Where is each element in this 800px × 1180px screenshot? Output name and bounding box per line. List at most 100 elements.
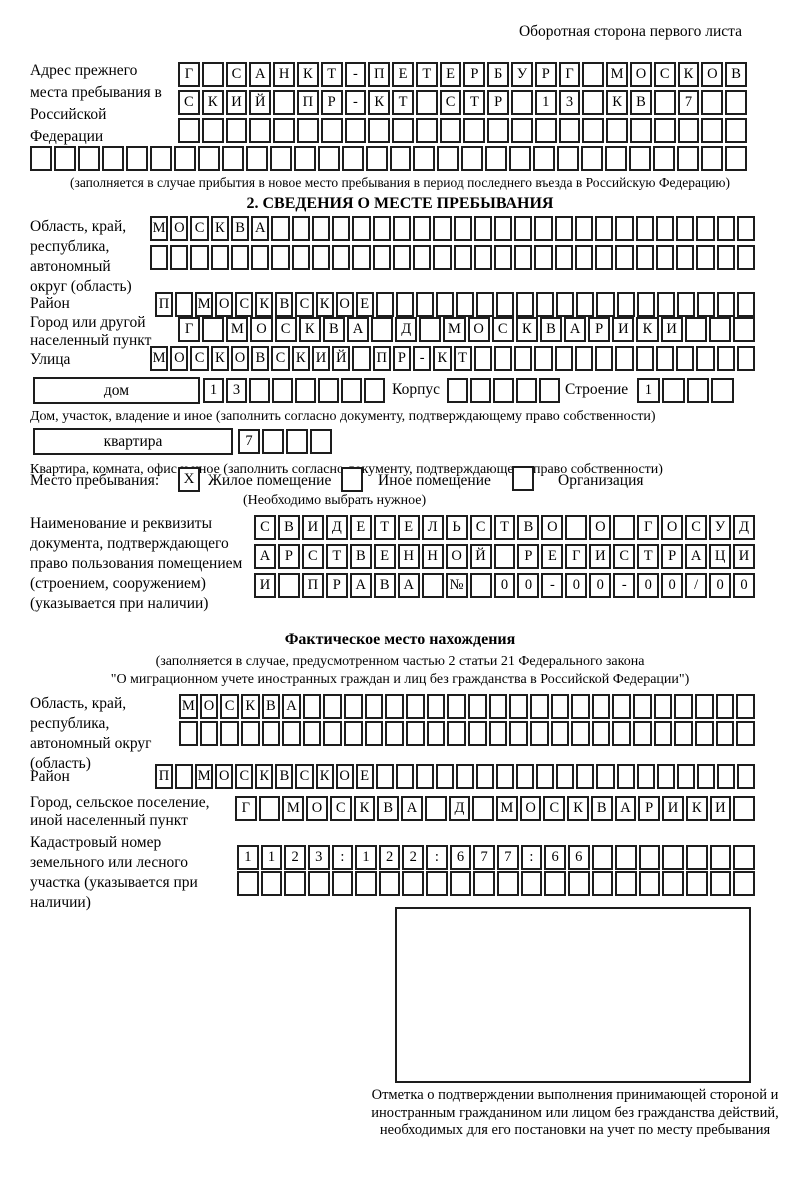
char-box[interactable] [406, 721, 425, 746]
char-box[interactable]: 6 [544, 845, 566, 870]
char-box[interactable] [488, 721, 508, 746]
char-box[interactable] [684, 317, 707, 342]
char-box[interactable] [536, 292, 555, 317]
char-box[interactable] [676, 245, 695, 270]
char-box[interactable]: В [517, 515, 540, 540]
char-box[interactable] [385, 721, 405, 746]
char-box[interactable]: П [296, 90, 319, 115]
char-box[interactable]: Й [332, 346, 351, 371]
char-box[interactable] [736, 216, 755, 241]
char-box[interactable]: А [282, 694, 301, 719]
char-box[interactable]: И [709, 796, 732, 821]
char-box[interactable] [633, 721, 652, 746]
char-box[interactable] [695, 694, 714, 719]
char-box[interactable] [240, 721, 260, 746]
char-box[interactable]: С [543, 796, 566, 821]
char-box[interactable] [302, 721, 322, 746]
char-box[interactable] [596, 292, 615, 317]
char-box[interactable]: М [179, 694, 198, 719]
char-box[interactable] [344, 721, 363, 746]
char-box[interactable]: Р [534, 62, 557, 87]
char-box[interactable]: 0 [637, 573, 660, 598]
char-box[interactable] [536, 764, 555, 789]
char-box[interactable] [615, 845, 637, 870]
char-box[interactable]: С [295, 764, 314, 789]
char-box[interactable] [344, 694, 363, 719]
char-box[interactable] [341, 378, 362, 403]
char-box[interactable] [415, 764, 434, 789]
char-box[interactable]: 3 [558, 90, 581, 115]
char-box[interactable]: 3 [226, 378, 247, 403]
char-box[interactable] [260, 871, 283, 896]
char-box[interactable] [406, 694, 425, 719]
char-box[interactable] [311, 245, 331, 270]
char-box[interactable]: О [306, 796, 328, 821]
char-box[interactable]: 0 [493, 573, 516, 598]
char-box[interactable]: - [613, 573, 636, 598]
char-box[interactable] [415, 90, 438, 115]
char-box[interactable] [389, 146, 412, 171]
char-box[interactable]: 7 [497, 845, 519, 870]
char-box[interactable] [554, 346, 573, 371]
char-box[interactable] [364, 694, 384, 719]
char-box[interactable] [696, 764, 715, 789]
char-box[interactable] [395, 292, 414, 317]
char-box[interactable] [708, 317, 731, 342]
char-box[interactable]: 2 [378, 845, 401, 870]
char-box[interactable]: 7 [677, 90, 700, 115]
char-box[interactable]: 2 [402, 845, 425, 870]
char-box[interactable]: 2 [284, 845, 306, 870]
char-box[interactable] [701, 118, 724, 143]
char-box[interactable]: - [413, 346, 432, 371]
char-box[interactable] [472, 796, 494, 821]
char-box[interactable] [323, 721, 343, 746]
char-box[interactable] [635, 346, 654, 371]
char-box[interactable]: 6 [567, 845, 590, 870]
char-box[interactable] [392, 118, 414, 143]
char-box[interactable] [695, 721, 714, 746]
char-box[interactable] [557, 146, 580, 171]
char-box[interactable] [372, 216, 391, 241]
char-box[interactable]: В [275, 292, 294, 317]
char-box[interactable] [509, 694, 528, 719]
char-box[interactable] [310, 429, 332, 454]
char-box[interactable] [365, 146, 388, 171]
char-box[interactable]: П [155, 292, 174, 317]
char-box[interactable] [413, 216, 432, 241]
char-box[interactable] [595, 245, 614, 270]
char-box[interactable]: Е [355, 292, 374, 317]
char-box[interactable] [725, 146, 747, 171]
char-box[interactable] [332, 216, 351, 241]
char-box[interactable]: С [178, 90, 200, 115]
char-box[interactable] [615, 216, 634, 241]
char-box[interactable]: Г [235, 796, 257, 821]
char-box[interactable] [424, 796, 447, 821]
char-box[interactable] [539, 378, 560, 403]
char-box[interactable] [282, 721, 301, 746]
char-box[interactable] [709, 845, 732, 870]
char-box[interactable] [596, 764, 615, 789]
char-box[interactable] [53, 146, 76, 171]
char-box[interactable] [413, 245, 432, 270]
char-box[interactable] [732, 317, 755, 342]
char-box[interactable] [534, 346, 553, 371]
char-box[interactable]: Е [439, 62, 462, 87]
char-box[interactable] [701, 90, 724, 115]
char-box[interactable] [251, 245, 270, 270]
char-box[interactable] [736, 245, 755, 270]
char-box[interactable] [674, 721, 694, 746]
char-box[interactable] [77, 146, 100, 171]
char-box[interactable] [514, 346, 533, 371]
char-box[interactable]: Т [373, 515, 396, 540]
char-box[interactable]: С [190, 216, 209, 241]
char-box[interactable] [371, 317, 394, 342]
char-box[interactable]: И [662, 796, 684, 821]
char-box[interactable]: О [630, 62, 652, 87]
char-box[interactable] [291, 216, 310, 241]
char-box[interactable] [473, 245, 492, 270]
char-box[interactable]: В [261, 694, 281, 719]
char-box[interactable] [178, 118, 200, 143]
char-box[interactable] [633, 694, 652, 719]
char-box[interactable]: Р [588, 317, 611, 342]
char-box[interactable]: С [685, 515, 708, 540]
